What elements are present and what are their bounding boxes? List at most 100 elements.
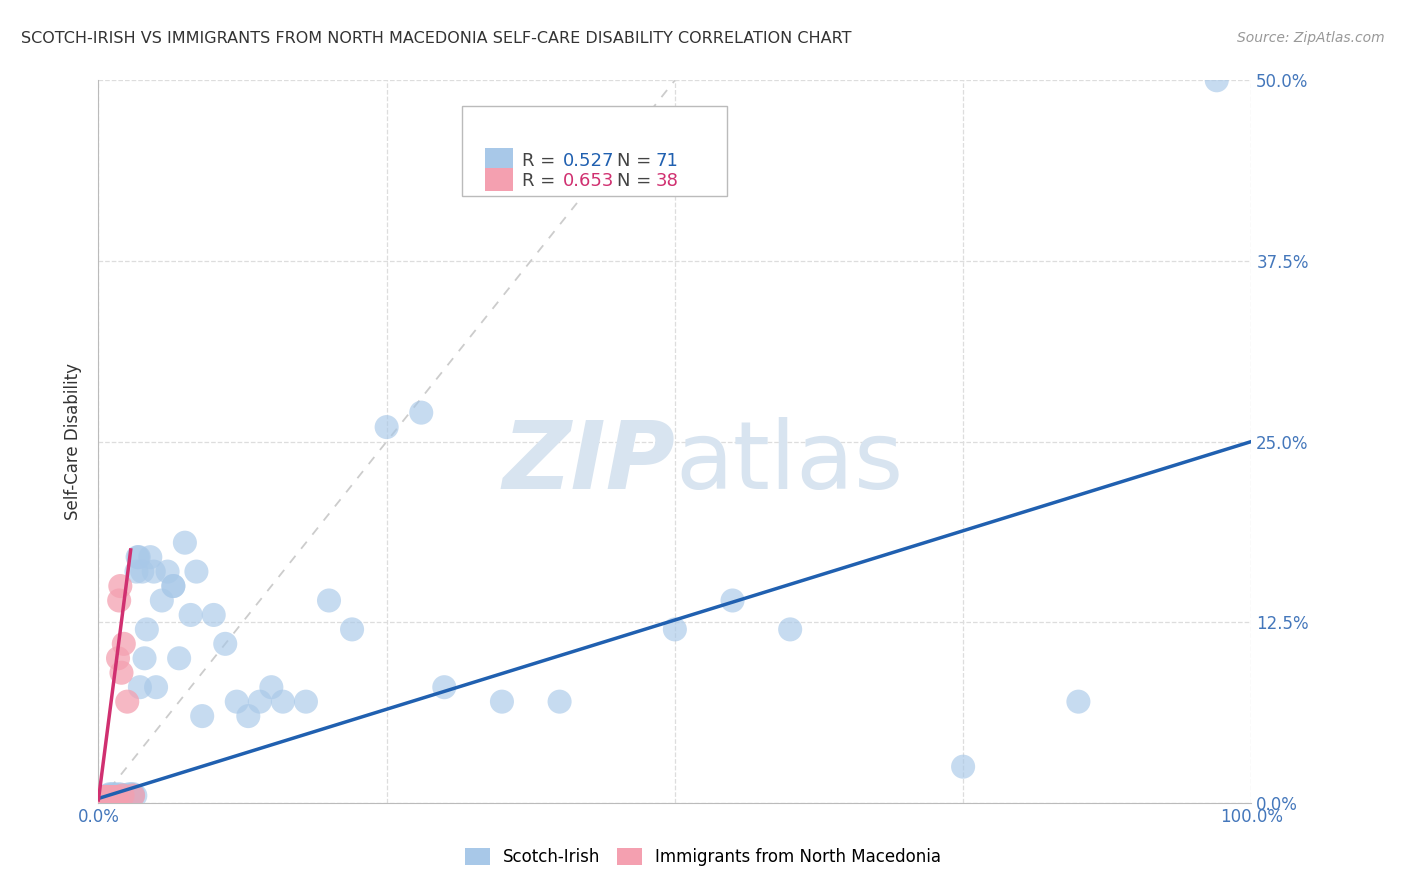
Point xyxy=(111,789,134,803)
Point xyxy=(174,535,197,549)
Point xyxy=(548,695,571,709)
Point xyxy=(101,791,124,805)
Point xyxy=(375,420,398,434)
Point xyxy=(93,790,115,805)
Point xyxy=(118,787,141,801)
Point xyxy=(98,791,121,805)
Point xyxy=(103,789,125,803)
Point xyxy=(162,579,184,593)
Point xyxy=(97,790,120,805)
Point xyxy=(108,789,131,803)
Point xyxy=(129,680,152,694)
Point xyxy=(125,565,148,579)
Text: R =: R = xyxy=(522,172,561,190)
Text: 0.653: 0.653 xyxy=(562,172,614,190)
Point xyxy=(120,790,142,805)
Text: atlas: atlas xyxy=(675,417,903,509)
Point xyxy=(97,791,120,805)
Point xyxy=(1067,695,1090,709)
Point xyxy=(98,787,121,801)
Point xyxy=(101,790,124,805)
Point xyxy=(779,623,801,637)
Point xyxy=(117,695,139,709)
Point xyxy=(124,789,146,803)
Point xyxy=(105,789,128,803)
Point xyxy=(162,579,184,593)
Point xyxy=(127,550,149,565)
Point xyxy=(131,565,153,579)
Point xyxy=(122,789,145,803)
Point xyxy=(104,791,127,805)
Point xyxy=(167,651,190,665)
Point xyxy=(145,680,167,694)
Point xyxy=(104,790,127,805)
Point xyxy=(100,791,122,805)
Point xyxy=(202,607,225,622)
FancyBboxPatch shape xyxy=(485,148,513,171)
Point xyxy=(96,790,118,805)
Point xyxy=(110,579,132,593)
Point xyxy=(103,787,125,801)
Point xyxy=(96,791,118,805)
Text: 71: 71 xyxy=(655,153,678,170)
Point xyxy=(98,790,121,805)
Point xyxy=(340,623,363,637)
Text: ZIP: ZIP xyxy=(502,417,675,509)
Point xyxy=(117,790,139,805)
Point xyxy=(96,791,118,805)
Point xyxy=(134,651,156,665)
Point xyxy=(139,550,162,565)
Legend: Scotch-Irish, Immigrants from North Macedonia: Scotch-Irish, Immigrants from North Mace… xyxy=(457,840,949,875)
Point xyxy=(98,789,121,803)
Point xyxy=(108,593,131,607)
Point xyxy=(121,789,143,803)
Point xyxy=(180,607,202,622)
Point xyxy=(97,790,120,805)
Y-axis label: Self-Care Disability: Self-Care Disability xyxy=(65,363,83,520)
Point xyxy=(433,680,456,694)
Point xyxy=(191,709,214,723)
Point xyxy=(952,760,974,774)
Point xyxy=(664,623,686,637)
Point xyxy=(156,565,179,579)
Point xyxy=(150,593,173,607)
Text: 0.527: 0.527 xyxy=(562,153,614,170)
Point xyxy=(117,789,139,803)
Point xyxy=(103,790,125,805)
Point xyxy=(142,565,165,579)
FancyBboxPatch shape xyxy=(485,168,513,191)
Point xyxy=(110,790,132,805)
Point xyxy=(271,695,294,709)
Point xyxy=(103,791,125,805)
Point xyxy=(112,637,135,651)
Point xyxy=(318,593,340,607)
Point xyxy=(105,790,128,805)
Point xyxy=(97,791,120,805)
Point xyxy=(117,789,139,803)
Point xyxy=(110,789,132,803)
Point xyxy=(238,709,260,723)
Point xyxy=(491,695,513,709)
Point xyxy=(98,791,121,805)
Point xyxy=(110,790,132,805)
Point xyxy=(93,791,115,805)
Point xyxy=(101,790,124,805)
Point xyxy=(107,790,129,805)
Point xyxy=(186,565,208,579)
Point xyxy=(94,791,117,805)
Point xyxy=(225,695,247,709)
Point xyxy=(97,790,120,805)
Point xyxy=(1205,73,1227,87)
Point xyxy=(108,787,131,801)
Text: SCOTCH-IRISH VS IMMIGRANTS FROM NORTH MACEDONIA SELF-CARE DISABILITY CORRELATION: SCOTCH-IRISH VS IMMIGRANTS FROM NORTH MA… xyxy=(21,31,852,46)
Point xyxy=(122,787,145,801)
Point xyxy=(97,789,120,803)
Point xyxy=(122,789,145,803)
Point xyxy=(94,790,117,805)
Point xyxy=(128,550,150,565)
Point xyxy=(97,791,120,805)
FancyBboxPatch shape xyxy=(461,105,727,196)
Point xyxy=(115,789,138,803)
Point xyxy=(90,791,112,805)
Point xyxy=(103,791,125,805)
